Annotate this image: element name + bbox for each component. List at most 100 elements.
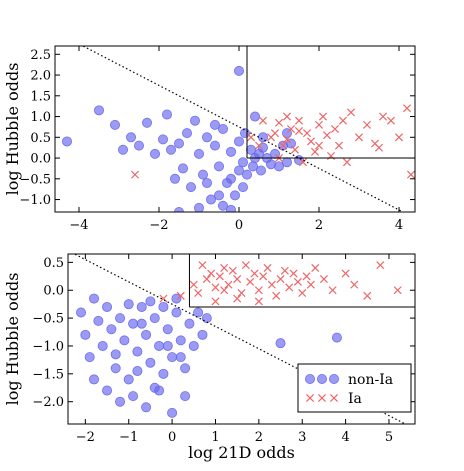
y-tick-label: 2.5: [30, 48, 51, 63]
ia-point: [346, 108, 356, 117]
ia-point: [258, 116, 268, 125]
non-ia-point: [233, 136, 244, 147]
ia-point: [289, 269, 298, 278]
ia-point: [314, 141, 324, 150]
ia-point: [330, 124, 340, 134]
ia-point: [319, 275, 328, 284]
ia-point: [282, 135, 292, 144]
bottom-ticks: −2 −1 0 1 2 3 4 5 −2.0 −1.5 −1.0 −0.5 0.0 0.5: [32, 254, 415, 445]
non-ia-point: [173, 138, 184, 149]
bottom-panel: −2 −1 0 1 2 3 4 5 −2.0 −1.5 −1.0 −0.5 0.0 0.5 log Hub…: [3, 253, 416, 462]
non-ia-point: [119, 335, 130, 346]
non-ia-point: [241, 169, 252, 180]
non-ia-point: [177, 163, 188, 174]
ia-point: [259, 272, 268, 281]
ia-point: [328, 286, 337, 295]
non-ia-point: [89, 374, 100, 385]
non-ia-point: [145, 357, 156, 368]
non-ia-point: [97, 340, 108, 351]
non-ia-point: [110, 363, 121, 374]
ia-point: [198, 261, 207, 270]
ia-point: [189, 280, 198, 289]
x-tick-label: 3: [298, 430, 306, 445]
non-ia-point: [217, 200, 228, 211]
non-ia-point: [184, 318, 195, 329]
ia-point: [228, 266, 237, 275]
ia-point: [286, 124, 296, 134]
ia-point: [207, 269, 216, 278]
non-ia-point: [106, 324, 117, 335]
ia-point: [350, 280, 359, 289]
ia-point: [215, 272, 224, 281]
ia-point: [278, 141, 288, 150]
non-ia-point: [229, 190, 240, 201]
ia-point: [211, 297, 220, 306]
non-ia-point: [194, 202, 204, 212]
ia-point: [282, 112, 292, 121]
non-ia-point: [158, 301, 169, 312]
ia-point: [250, 269, 259, 278]
non-ia-point: [239, 128, 250, 139]
ia-point: [224, 280, 233, 289]
y-tick-label: −1.0: [19, 193, 51, 208]
ia-point: [354, 133, 364, 142]
ia-point: [276, 275, 285, 284]
ia-point: [220, 263, 229, 272]
diagonal-dotted-line: [81, 46, 405, 212]
non-ia-point: [167, 352, 178, 363]
ia-point: [322, 131, 332, 140]
x-tick-label: −4: [69, 218, 88, 233]
non-ia-point: [136, 301, 147, 312]
non-ia-point: [257, 142, 268, 153]
ia-point: [310, 147, 320, 156]
legend-entry-non-ia: [304, 373, 339, 384]
y-tick-label: −2.0: [32, 395, 64, 410]
non-ia-point: [94, 105, 105, 116]
ia-point: [241, 261, 250, 270]
non-ia-point: [180, 363, 191, 374]
non-ia-point: [161, 109, 172, 120]
x-tick-label: −1: [119, 430, 138, 445]
legend-marker-x: [329, 393, 339, 403]
non-ia-point: [237, 182, 248, 193]
legend-label-non-ia: non-Ia: [348, 372, 393, 388]
top-reference-lines: [81, 46, 415, 212]
non-ia-point: [180, 391, 191, 402]
non-ia-point: [76, 307, 87, 318]
non-ia-point: [126, 132, 137, 143]
x-tick-label: 4: [395, 218, 403, 233]
non-ia-point: [93, 315, 104, 326]
non-ia-point: [201, 177, 212, 188]
top-y-axis-label: log Hubble odds: [3, 63, 22, 196]
non-ia-point: [167, 407, 178, 418]
non-ia-point: [102, 301, 113, 312]
non-ia-point: [157, 134, 168, 145]
ia-point: [254, 297, 263, 306]
non-ia-point: [275, 338, 286, 349]
bottom-x-axis-label: log 21D odds: [188, 443, 295, 462]
legend-label-ia: Ia: [348, 391, 362, 407]
x-tick-label: 2: [315, 218, 323, 233]
non-ia-point: [141, 329, 152, 340]
non-ia-point: [201, 132, 212, 143]
non-ia-point: [233, 65, 244, 76]
ia-point: [267, 280, 276, 289]
y-tick-label: 0.0: [43, 284, 64, 299]
non-ia-point: [132, 366, 143, 377]
non-ia-point: [169, 173, 180, 184]
non-ia-point: [225, 173, 236, 184]
non-ia-point: [115, 313, 126, 324]
non-ia-point: [226, 204, 236, 212]
ia-point: [306, 137, 316, 146]
ia-point: [254, 141, 264, 150]
ia-point: [362, 120, 372, 129]
x-tick-label: 5: [385, 430, 393, 445]
non-ia-point: [171, 293, 182, 304]
non-ia-point: [165, 144, 176, 155]
ia-point: [194, 288, 203, 298]
non-ia-point: [149, 382, 160, 393]
ia-point: [233, 275, 242, 284]
y-tick-label: −1.0: [32, 339, 64, 354]
legend-marker-x: [305, 393, 315, 403]
legend-marker-x: [317, 393, 327, 403]
